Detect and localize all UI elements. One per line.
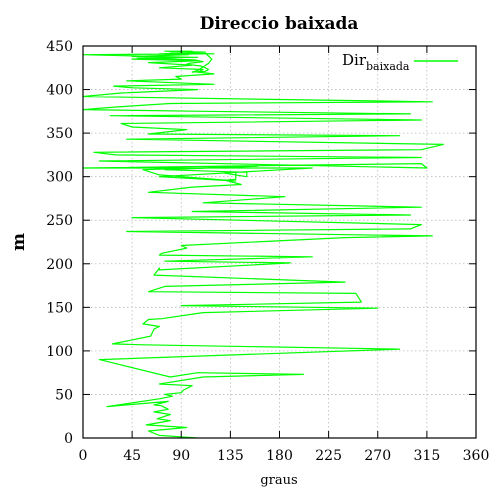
legend-label-main: Dir <box>342 51 367 69</box>
x-tick-label: 180 <box>266 448 293 464</box>
legend-label: Dirbaixada <box>342 51 410 73</box>
y-tick-label: 450 <box>46 39 73 55</box>
legend: Dirbaixada <box>342 51 458 73</box>
tick-layer: 0 45 90 135 180 225 270 315 360 0 50 100 150 200 250 30… <box>46 39 489 464</box>
x-tick-label: 225 <box>315 448 342 464</box>
x-tick-label: 270 <box>364 448 391 464</box>
y-tick-label: 0 <box>64 431 73 447</box>
x-tick-label: 360 <box>463 448 490 464</box>
x-axis-label: graus <box>260 473 297 488</box>
y-tick-label: 50 <box>55 387 73 403</box>
series-line <box>82 50 444 439</box>
y-tick-label: 300 <box>46 170 73 186</box>
grid <box>83 46 476 438</box>
series-layer <box>82 50 444 439</box>
x-tick-label: 135 <box>217 448 244 464</box>
x-tick-label: 45 <box>123 448 141 464</box>
chart-title: Direccio baixada <box>200 14 359 34</box>
x-tick-label: 90 <box>172 448 190 464</box>
y-tick-label: 200 <box>46 257 73 273</box>
y-tick-label: 100 <box>46 344 73 360</box>
y-tick-label: 350 <box>46 126 73 142</box>
legend-label-subscript: baixada <box>366 60 410 73</box>
x-tick-label: 315 <box>414 448 441 464</box>
y-tick-label: 400 <box>46 83 73 99</box>
x-tick-label: 0 <box>79 448 88 464</box>
y-axis-label: m <box>9 233 29 251</box>
y-tick-label: 150 <box>46 300 73 316</box>
y-tick-label: 250 <box>46 213 73 229</box>
